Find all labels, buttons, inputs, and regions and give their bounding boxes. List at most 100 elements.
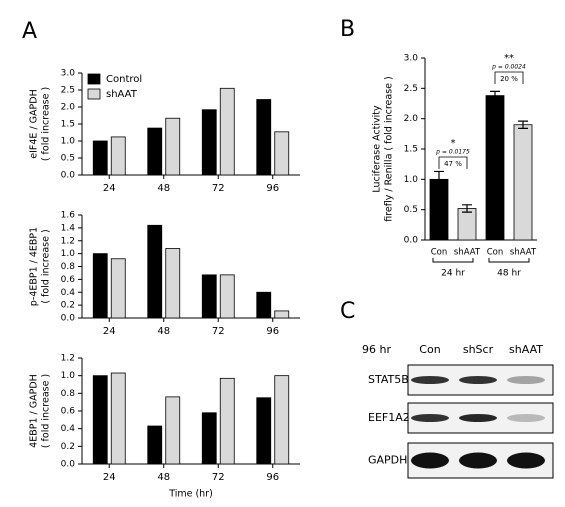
y-tick-label: 1.2 — [61, 354, 75, 364]
bar — [92, 253, 108, 319]
bar — [256, 291, 272, 319]
bar — [513, 124, 533, 241]
blot-column-label: shScr — [463, 343, 494, 356]
error-bar — [434, 170, 444, 188]
y-tick-label: 0.0 — [61, 460, 76, 470]
y-axis-label: p-4EBP1 / 4EBP1 — [29, 227, 40, 306]
group-bracket — [488, 258, 530, 263]
y-axis-label: Luciferase Activity — [372, 105, 383, 193]
bar — [147, 224, 163, 319]
bar — [110, 372, 126, 465]
panel-label: A — [22, 19, 37, 44]
bar — [147, 425, 163, 465]
x-tick-label: 24 — [103, 326, 116, 337]
bar — [219, 274, 235, 319]
y-tick-label: 0.5 — [404, 205, 418, 215]
x-tick-label: shAAT — [454, 248, 481, 258]
bar — [457, 208, 477, 241]
group-label: 24 hr — [441, 269, 465, 279]
blot-band — [507, 452, 545, 469]
y-tick-label: 0.8 — [61, 262, 76, 272]
y-tick-label: 0.4 — [61, 424, 76, 434]
error-bar — [490, 90, 500, 101]
legend-swatch — [87, 73, 101, 85]
y-tick-label: 0.6 — [61, 407, 76, 417]
bar — [485, 95, 505, 241]
blot-column-label: shAAT — [509, 343, 543, 356]
bar — [219, 377, 235, 465]
bar — [165, 248, 181, 319]
x-tick-label: 72 — [212, 183, 225, 194]
error-bar — [462, 204, 472, 213]
bar — [92, 140, 108, 176]
x-tick-label: 72 — [212, 326, 225, 337]
y-axis-label: 4EBP1 / GAPDH — [29, 374, 40, 448]
y-tick-label: 0.4 — [61, 288, 76, 298]
y-tick-label: 0.0 — [404, 236, 419, 246]
x-tick-label: Con — [487, 248, 504, 258]
x-tick-label: shAAT — [510, 248, 537, 258]
bar — [274, 375, 290, 465]
y-tick-label: 0.2 — [61, 442, 75, 452]
group-bracket — [432, 258, 474, 263]
x-tick-label: 48 — [157, 472, 170, 483]
blot-band — [411, 376, 449, 384]
y-axis-label: ( fold increase ) — [41, 87, 52, 161]
y-tick-label: 0.0 — [61, 314, 76, 324]
bar — [256, 397, 272, 465]
significance: ** — [504, 53, 514, 64]
x-tick-label: 96 — [266, 472, 279, 483]
bar — [165, 117, 181, 176]
blot-row-label: EEF1A2 — [368, 411, 410, 424]
y-tick-label: 0.5 — [61, 154, 75, 164]
legend-swatch — [87, 88, 101, 100]
significance: * — [451, 138, 456, 149]
y-tick-label: 1.5 — [404, 145, 418, 155]
bar — [147, 127, 163, 176]
bar — [429, 178, 449, 241]
x-tick-label: 72 — [212, 472, 225, 483]
y-axis-label: ( fold increase ) — [41, 374, 52, 448]
bar — [274, 310, 290, 319]
blot-band — [507, 414, 545, 422]
y-tick-label: 0.2 — [61, 301, 75, 311]
blot-row-label: STAT5B — [368, 373, 409, 386]
blot-condition: 96 hr — [362, 343, 391, 356]
blot-column-label: Con — [419, 343, 440, 356]
blot-band — [459, 414, 497, 422]
y-tick-label: 0.0 — [61, 171, 76, 181]
panel-label: C — [340, 299, 355, 324]
y-tick-label: 2.0 — [404, 114, 419, 124]
y-tick-label: 2.0 — [61, 103, 76, 113]
bar — [256, 99, 272, 176]
bar — [201, 274, 217, 319]
bar — [110, 136, 126, 176]
blot-band — [459, 452, 497, 469]
bar — [92, 375, 108, 465]
y-tick-label: 2.5 — [61, 86, 75, 96]
percent-change: 20 % — [500, 75, 518, 83]
y-tick-label: 1.2 — [61, 236, 75, 246]
x-tick-label: 24 — [103, 472, 116, 483]
y-axis-label: ( fold increase ) — [41, 229, 52, 303]
bar — [201, 412, 217, 465]
blot-row-label: GAPDH — [368, 454, 407, 467]
significance-bracket — [494, 71, 524, 84]
legend-label: Control — [106, 74, 142, 85]
y-tick-label: 1.0 — [404, 175, 419, 185]
legend-label: shAAT — [106, 89, 138, 100]
blot-band — [411, 414, 449, 422]
significance-bracket — [438, 156, 468, 169]
x-axis-label: Time (hr) — [168, 489, 213, 500]
y-tick-label: 1.0 — [61, 137, 76, 147]
y-tick-label: 0.8 — [61, 389, 76, 399]
y-tick-label: 1.6 — [61, 211, 76, 221]
y-axis-label: eIF4E / GAPDH — [29, 89, 40, 158]
y-tick-label: 3.0 — [61, 69, 76, 79]
y-tick-label: 1.4 — [61, 223, 76, 233]
p-value: p = 0.0175 — [435, 149, 470, 156]
error-bar — [518, 120, 528, 129]
y-tick-label: 1.0 — [61, 249, 76, 259]
y-tick-label: 3.0 — [404, 54, 419, 64]
percent-change: 47 % — [444, 160, 462, 168]
